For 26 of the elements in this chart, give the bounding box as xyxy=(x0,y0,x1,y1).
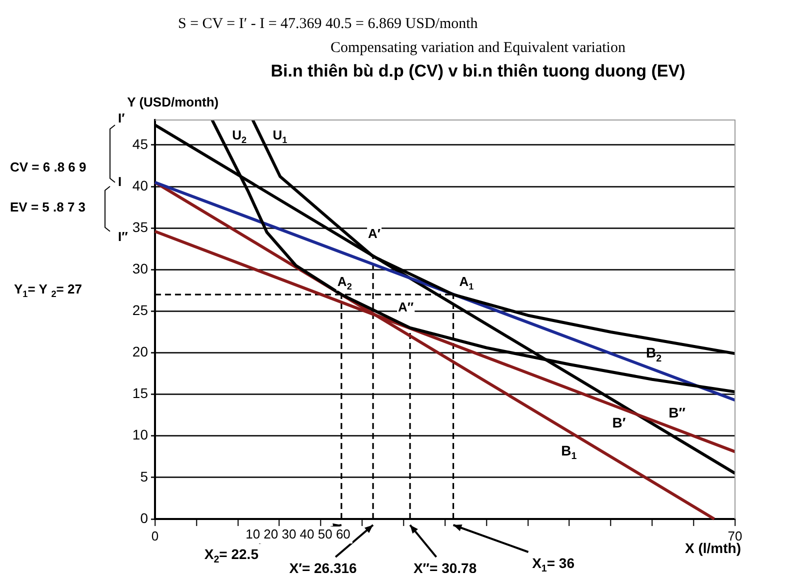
annotation: X′= 26.316 xyxy=(289,560,358,576)
y-tick-label: 45 xyxy=(132,136,148,152)
annotation: I″ xyxy=(118,228,128,244)
y-tick-label: 10 xyxy=(132,426,148,443)
text: EV = 5 .8 7 3 xyxy=(10,200,86,215)
annotation: I′ xyxy=(118,110,125,126)
y-tick-label: 20 xyxy=(132,344,148,360)
y-tick-label: 25 xyxy=(132,302,148,318)
y-tick-label: 0 xyxy=(140,510,148,526)
y-tick-label: 30 xyxy=(132,260,148,276)
text: Compensating variation and Equivalent variation xyxy=(330,40,626,56)
annotation: A″ xyxy=(398,299,414,314)
chart-title: Bi.n thiên bù d.p (CV) v bi.n thiên tuong duong (EV) xyxy=(270,62,686,81)
text: S = CV = I′ - I = 47.369 40.5 = 6.869 USD/month xyxy=(178,16,478,32)
series-label: B″ xyxy=(668,404,686,420)
y-axis-title: Y (USD/month) xyxy=(127,94,219,110)
y-tick-label: 5 xyxy=(140,468,148,484)
annotation: I xyxy=(118,174,122,189)
series-label: B′ xyxy=(612,414,626,430)
text: 10 20 30 40 50 60 xyxy=(246,526,350,542)
annotation: X″= 30.78 xyxy=(413,560,477,576)
y-tick-label: 15 xyxy=(132,385,148,402)
text: CV = 6 .8 6 9 xyxy=(10,160,86,175)
y-tick-label: 35 xyxy=(132,218,148,235)
annotation: A′ xyxy=(368,226,381,241)
y-tick-label: 40 xyxy=(132,177,148,194)
